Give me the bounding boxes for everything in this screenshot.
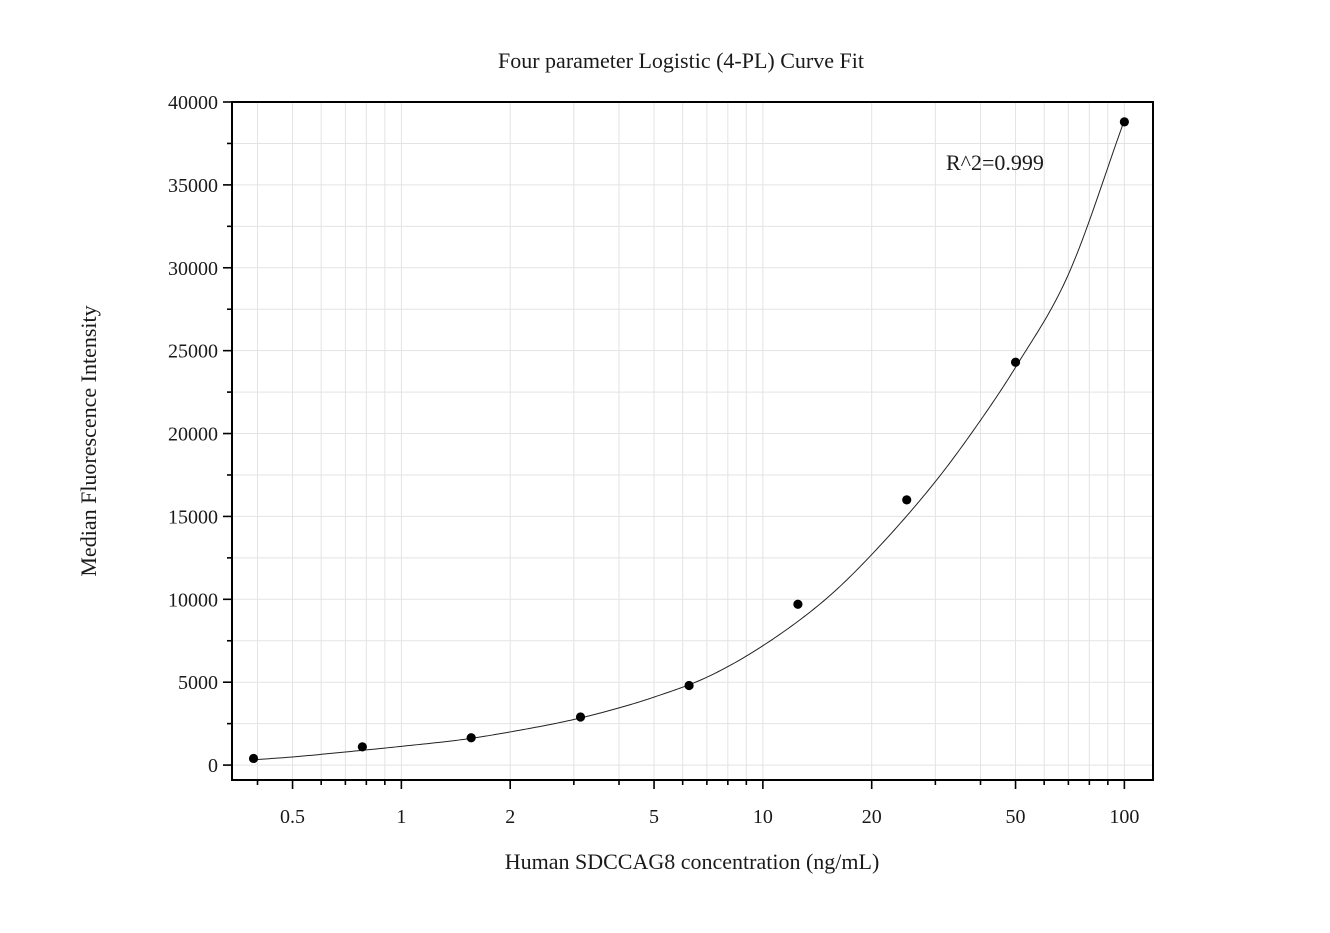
y-tick-label: 30000 (168, 258, 218, 280)
x-tick-label: 20 (862, 806, 882, 828)
data-point (357, 742, 367, 752)
data-points (248, 117, 1129, 764)
x-tick-label: 5 (649, 806, 659, 828)
fit-curve-line (253, 120, 1125, 761)
grid-layer (232, 101, 1153, 780)
x-tick-label: 0.5 (280, 806, 305, 828)
y-tick-label: 20000 (168, 424, 218, 446)
tick-labels: 0.5 1 2 5 10 20 50 100 0 5000 10000 15000 20000 25000… (168, 92, 1139, 828)
data-point (1119, 117, 1129, 127)
data-point (248, 753, 259, 764)
data-point (793, 599, 803, 609)
y-tick-label: 40000 (168, 92, 218, 114)
x-tick-label: 1 (396, 806, 406, 828)
y-tick-label: 5000 (178, 672, 218, 694)
data-point (466, 733, 476, 743)
data-point (1010, 357, 1021, 367)
ticks-layer (223, 101, 1126, 789)
y-tick-label: 25000 (168, 341, 218, 363)
x-tick-label: 10 (753, 806, 773, 828)
y-tick-label: 35000 (168, 175, 218, 197)
x-axis-label: Human SDCCAG8 concentration (ng/mL) (505, 849, 880, 874)
y-axis-label: Median Fluorescence Intensity (76, 305, 101, 576)
r-squared-annotation: R^2=0.999 (946, 150, 1044, 175)
x-tick-label: 100 (1109, 806, 1139, 828)
y-tick-label: 15000 (168, 506, 218, 528)
data-point (684, 680, 694, 691)
y-tick-label: 10000 (168, 589, 218, 611)
plot-frame (231, 101, 1154, 781)
data-point (902, 495, 912, 505)
y-tick-label: 0 (208, 755, 218, 777)
x-tick-label: 2 (505, 806, 515, 828)
data-point (575, 712, 586, 722)
chart-title: Four parameter Logistic (4-PL) Curve Fit (498, 48, 864, 73)
x-tick-label: 50 (1006, 806, 1026, 828)
